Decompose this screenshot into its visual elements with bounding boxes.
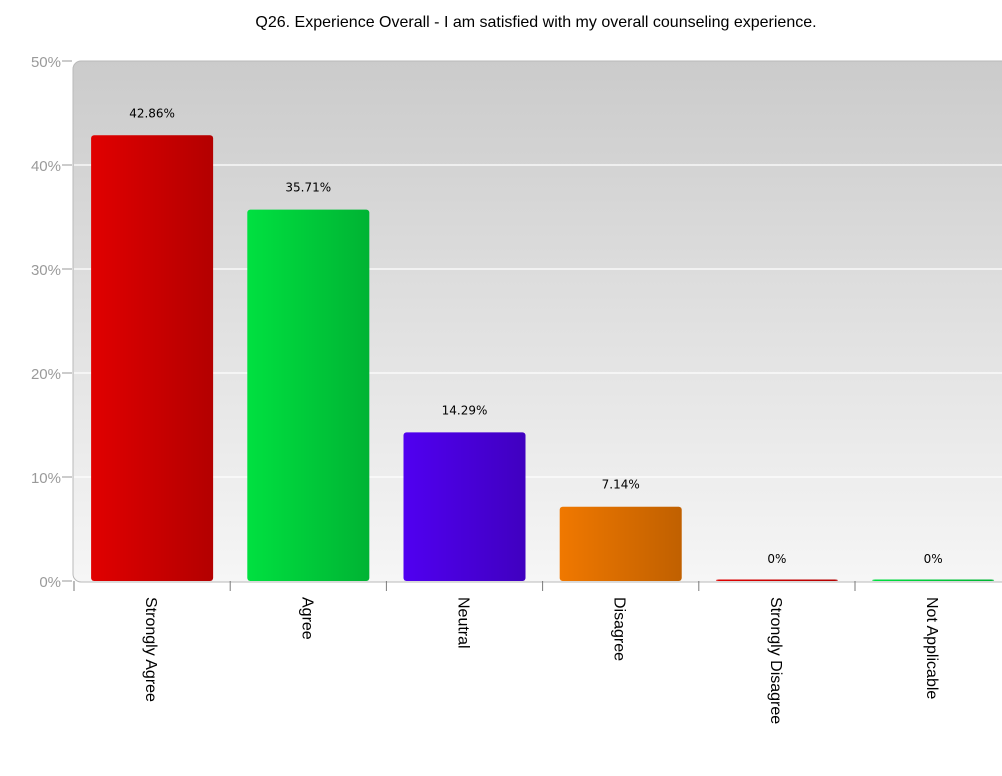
y-tick-label: 20% bbox=[31, 366, 61, 383]
category-label: Neutral bbox=[455, 597, 472, 649]
data-label: 14.29% bbox=[442, 403, 488, 417]
bar-shading bbox=[247, 209, 370, 581]
chart-title: Q26. Experience Overall - I am satisfied… bbox=[255, 14, 817, 31]
category-label: Disagree bbox=[611, 597, 628, 661]
labels: 42.86% Strongly Agree 35.71% Agree 14.29% Neu… bbox=[129, 106, 942, 724]
bar-shading bbox=[559, 506, 682, 581]
data-label: 7.14% bbox=[602, 478, 640, 492]
grid-lines bbox=[74, 164, 1002, 478]
y-tick-label: 0% bbox=[39, 574, 61, 591]
bars bbox=[91, 135, 995, 582]
data-label: 0% bbox=[924, 552, 943, 566]
category-label: Strongly Disagree bbox=[767, 597, 784, 724]
bar-shading bbox=[872, 579, 995, 581]
axes: 0% 10% 20% 30% 40% 50% bbox=[31, 54, 856, 591]
bar-shading bbox=[403, 432, 526, 581]
bar-shading bbox=[91, 135, 214, 582]
category-label: Agree bbox=[298, 597, 315, 640]
bar-shading bbox=[715, 579, 838, 581]
y-tick-label: 50% bbox=[31, 54, 61, 71]
data-label: 0% bbox=[767, 552, 786, 566]
y-tick-label: 30% bbox=[31, 262, 61, 279]
data-label: 35.71% bbox=[285, 181, 331, 195]
y-tick-label: 40% bbox=[31, 158, 61, 175]
y-tick-label: 10% bbox=[31, 470, 61, 487]
category-label: Strongly Agree bbox=[142, 597, 159, 702]
category-label: Not Applicable bbox=[923, 597, 940, 699]
data-label: 42.86% bbox=[129, 106, 175, 120]
